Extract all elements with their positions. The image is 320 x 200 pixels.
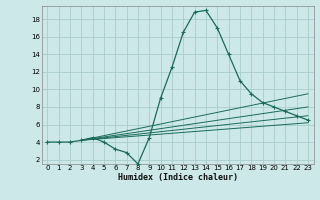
X-axis label: Humidex (Indice chaleur): Humidex (Indice chaleur) [118, 173, 237, 182]
